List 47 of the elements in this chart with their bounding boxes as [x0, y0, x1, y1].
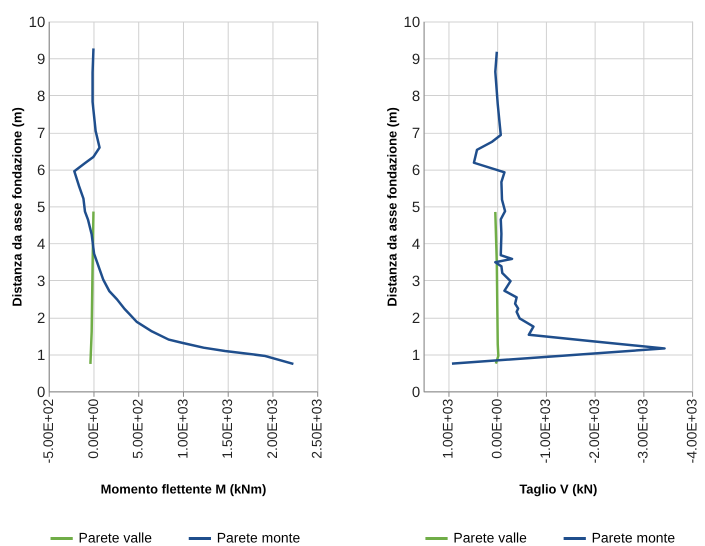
y-tick-label: 8	[36, 88, 46, 105]
x-tick-label: 2.50E+03	[308, 398, 325, 459]
x-tick-label: 5.00E+02	[130, 398, 146, 459]
x-tick-label: 2.00E+03	[264, 398, 280, 459]
y-tick-label: 1	[412, 348, 420, 364]
x-axis-title: Momento flettente M (kNm)	[100, 481, 266, 496]
x-tick-label: -4.00E+03	[684, 398, 700, 464]
y-tick-label: 0	[412, 384, 420, 401]
y-tick-label: 6	[412, 162, 420, 179]
legend-label: Parete valle	[78, 529, 152, 546]
y-tick-label: 4	[36, 236, 46, 253]
y-tick-label: 3	[36, 274, 46, 290]
legend-label: Parete valle	[453, 529, 528, 546]
y-tick-label: 10	[28, 14, 46, 31]
legend-label: Parete monte	[592, 529, 676, 546]
y-tick-label: 0	[36, 384, 46, 401]
x-axis-title: Taglio V (kN)	[519, 481, 598, 496]
y-tick-label: 1	[36, 348, 46, 364]
y-tick-label: 2	[36, 310, 46, 327]
y-tick-label: 8	[412, 88, 420, 105]
y-axis-title: Distanza da asse fondazione (m)	[384, 107, 400, 307]
line-series	[89, 210, 95, 366]
y-tick-label: 9	[36, 52, 46, 68]
x-tick-label: 1.50E+03	[219, 398, 236, 459]
y-tick-label: 7	[412, 126, 420, 142]
y-tick-label: 6	[36, 162, 46, 179]
x-tick-label: 1.00E+03	[174, 398, 190, 459]
y-tick-label: 10	[404, 14, 420, 31]
y-tick-label: 5	[412, 200, 420, 216]
line-series	[494, 210, 500, 365]
y-tick-label: 3	[412, 274, 420, 290]
line-series	[450, 50, 666, 365]
x-tick-label: 1.00E+03	[439, 398, 456, 459]
y-axis-title: Distanza da asse fondazione (m)	[10, 107, 25, 307]
y-tick-label: 9	[412, 52, 420, 68]
x-tick-label: -2.00E+03	[586, 398, 602, 464]
y-tick-label: 5	[36, 200, 46, 216]
x-tick-label: -3.00E+03	[634, 398, 651, 464]
y-tick-label: 7	[36, 126, 46, 142]
legend-label: Parete monte	[216, 529, 301, 546]
x-tick-label: -5.00E+02	[40, 398, 56, 464]
line-series	[73, 47, 295, 366]
x-tick-label: 0.00E+00	[84, 398, 101, 459]
y-tick-label: 4	[412, 236, 420, 253]
x-tick-label: 0.00E+00	[488, 398, 504, 459]
x-tick-label: -1.00E+03	[537, 398, 554, 464]
y-tick-label: 2	[412, 310, 420, 327]
